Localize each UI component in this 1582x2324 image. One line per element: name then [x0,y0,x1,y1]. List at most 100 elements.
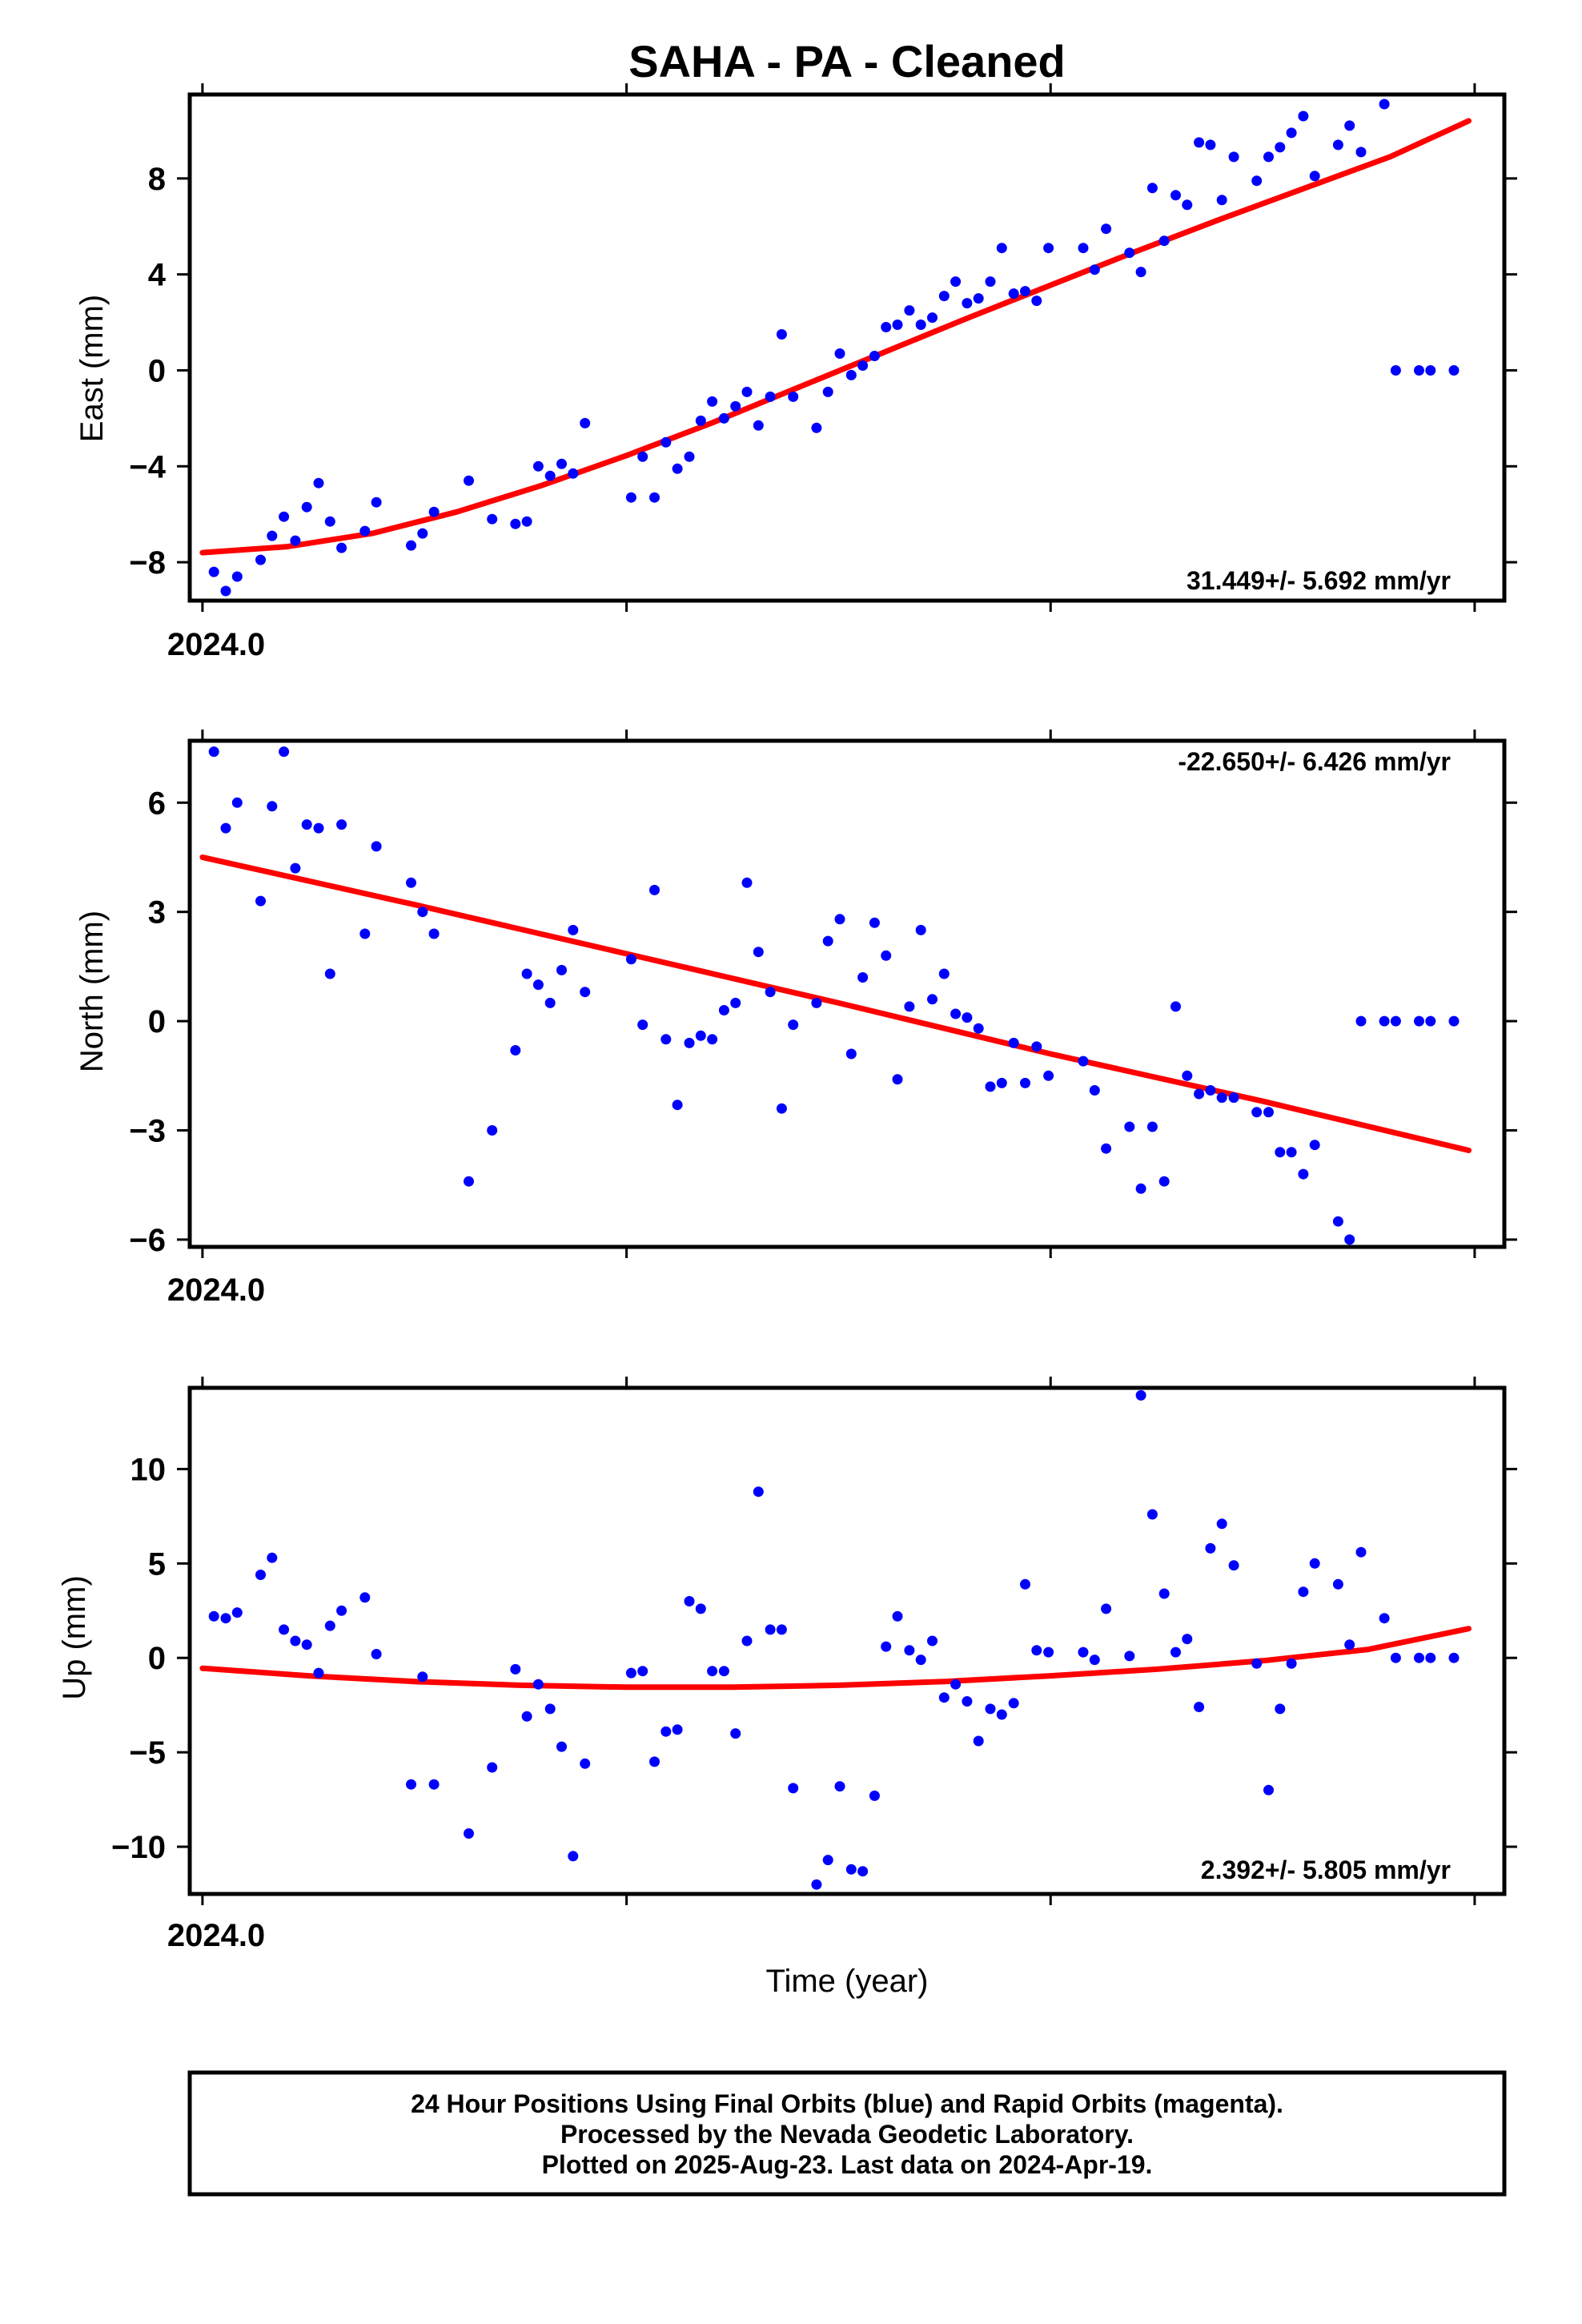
north-data-point [371,841,382,852]
north-data-point [556,964,567,975]
up-data-point [1263,1784,1274,1795]
north-data-point [1124,1121,1135,1132]
north-data-point [1448,1015,1460,1027]
up-data-point [661,1726,672,1737]
east-data-point [845,369,857,380]
north-data-point [1344,1234,1355,1245]
east-data-point [301,501,312,513]
north-data-point [336,819,347,830]
up-data-point [1020,1578,1030,1590]
up-data-point [1135,1389,1146,1401]
north-data-point [904,1001,915,1012]
east-y-tick-label-4: 8 [148,162,166,197]
north-data-point [1031,1041,1042,1052]
east-data-point [1228,151,1239,163]
north-data-point [776,1103,787,1114]
east-data-point [1263,151,1274,163]
up-data-point [1182,1634,1193,1645]
up-data-point [1031,1645,1042,1656]
north-data-point [892,1074,903,1085]
east-data-point [417,528,428,539]
north-y-tick-label-3: 3 [148,895,166,931]
east-x-tick-label: 2024.0 [167,627,265,662]
east-data-point [267,530,278,541]
up-y-tick-label-1: −5 [129,1735,166,1771]
up-data-point [1298,1586,1309,1598]
east-y-axis-label: East (mm) [74,295,110,442]
north-data-point [1414,1015,1424,1027]
north-data-point [625,954,636,965]
up-data-point [822,1855,833,1866]
north-data-point [1216,1092,1227,1104]
up-y-tick-label-2: 0 [148,1641,166,1676]
up-data-point [464,1828,474,1839]
up-data-point [718,1666,729,1677]
east-data-point [220,585,231,597]
up-plot-frame [187,1385,1507,1896]
east-data-point [730,400,741,412]
east-data-point [661,436,672,448]
north-data-point [1332,1216,1343,1227]
north-data-point [1043,1070,1054,1081]
up-data-point [996,1709,1007,1720]
north-data-point [1078,1055,1089,1067]
east-data-point [1124,247,1135,259]
up-data-point [1194,1702,1205,1712]
footer-line-2: Processed by the Nevada Geodetic Laborat… [560,2120,1134,2149]
north-data-point [730,997,741,1008]
north-data-point [915,924,926,935]
east-data-point [371,497,382,508]
up-data-point [915,1655,926,1666]
east-data-point [1379,99,1390,110]
north-data-point [1263,1107,1274,1118]
east-data-point [1146,183,1158,194]
east-data-point [834,348,845,359]
x-axis-label: Time (year) [766,1964,929,1999]
north-data-point [973,1023,984,1034]
east-data-point [1135,267,1146,278]
up-data-point [1355,1546,1367,1558]
north-data-point [1170,1001,1181,1012]
east-data-point [1020,286,1030,297]
up-data-point [290,1635,301,1647]
up-data-point [1251,1658,1263,1669]
up-data-point [371,1649,382,1659]
footer-box: 24 Hour Positions Using Final Orbits (bl… [187,2070,1507,2197]
north-data-point [267,801,278,812]
north-y-tick-label-4: 6 [148,786,166,821]
north-data-point [661,1034,672,1045]
north-y-tick-label-2: 0 [148,1004,166,1039]
north-data-point [996,1077,1007,1088]
east-data-point [881,322,892,332]
up-data-point [521,1711,532,1722]
east-data-point [684,451,695,462]
east-data-point [938,291,950,302]
east-data-point [556,458,567,469]
north-data-point [1158,1176,1170,1187]
footer-line-3: Plotted on 2025-Aug-23. Last data on 202… [542,2150,1153,2179]
up-data-point [279,1624,290,1635]
up-data-point [730,1728,741,1739]
east-data-point [1216,195,1227,206]
east-data-point [208,566,219,577]
east-data-point [580,417,591,428]
east-data-point [765,391,776,402]
up-data-point [881,1641,892,1652]
east-data-point [1089,264,1100,275]
up-data-point [556,1741,567,1752]
east-data-point [1101,223,1112,235]
up-data-point [1286,1658,1297,1669]
up-data-point [1414,1652,1424,1663]
up-data-point [950,1679,962,1690]
east-data-point [1425,365,1436,376]
north-data-point [684,1037,695,1048]
east-data-point [869,351,880,361]
east-data-point [428,506,440,517]
east-data-point [1008,288,1019,300]
north-data-point [1286,1147,1297,1158]
north-data-point [428,928,440,939]
north-data-point [1228,1092,1239,1104]
up-data-point [510,1663,521,1675]
